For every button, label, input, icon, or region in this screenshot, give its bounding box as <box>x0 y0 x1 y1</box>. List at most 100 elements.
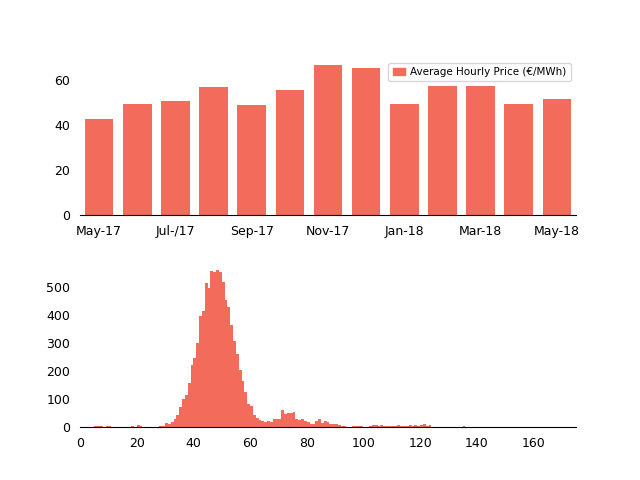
Bar <box>227 307 230 427</box>
Bar <box>352 426 355 427</box>
Bar <box>199 87 228 215</box>
Bar <box>108 426 111 427</box>
Bar <box>256 419 259 427</box>
Bar <box>237 105 266 215</box>
Bar <box>276 90 304 215</box>
Bar <box>259 420 261 427</box>
Bar <box>412 425 415 427</box>
Bar <box>230 325 233 427</box>
Bar <box>182 399 185 427</box>
Bar <box>196 343 199 427</box>
Bar <box>389 425 392 427</box>
Bar <box>330 424 332 427</box>
Bar <box>267 421 270 427</box>
Bar <box>168 423 171 427</box>
Bar <box>420 425 423 427</box>
Bar <box>207 288 211 427</box>
Bar <box>290 413 292 427</box>
Bar <box>171 422 173 427</box>
Bar <box>426 426 429 427</box>
Bar <box>321 423 324 427</box>
Bar <box>233 341 236 427</box>
Bar <box>326 422 330 427</box>
Bar <box>504 104 533 215</box>
Bar <box>324 421 326 427</box>
Bar <box>335 424 338 427</box>
Bar <box>397 425 400 427</box>
Bar <box>467 86 495 215</box>
Bar <box>241 381 244 427</box>
Bar <box>543 99 572 215</box>
Bar <box>287 413 290 427</box>
Bar <box>380 425 383 427</box>
Bar <box>179 407 182 427</box>
Bar <box>236 354 239 427</box>
Bar <box>239 370 241 427</box>
Bar <box>213 273 216 427</box>
Bar <box>244 392 247 427</box>
Bar <box>298 420 301 427</box>
Bar <box>417 426 420 427</box>
Bar <box>406 426 409 427</box>
Bar <box>250 407 253 427</box>
Bar <box>409 425 412 427</box>
Bar <box>253 415 256 427</box>
Bar <box>386 426 389 427</box>
Bar <box>390 104 419 215</box>
Bar <box>159 426 162 427</box>
Bar <box>173 419 177 427</box>
Bar <box>372 425 375 427</box>
Bar <box>161 101 189 215</box>
Bar <box>278 419 281 427</box>
Bar <box>392 426 395 427</box>
Bar <box>301 420 304 427</box>
Bar <box>352 68 380 215</box>
Bar <box>395 425 397 427</box>
Bar <box>429 425 431 427</box>
Bar <box>177 415 179 427</box>
Bar <box>123 104 152 215</box>
Bar <box>94 426 97 427</box>
Bar <box>247 404 250 427</box>
Bar <box>378 426 380 427</box>
Bar <box>292 412 296 427</box>
Bar <box>205 283 207 427</box>
Bar <box>193 358 196 427</box>
Bar <box>137 425 140 427</box>
Bar <box>304 421 307 427</box>
Bar <box>360 426 364 427</box>
Bar <box>332 424 335 427</box>
Bar <box>199 316 202 427</box>
Bar <box>188 383 191 427</box>
Bar <box>310 424 312 427</box>
Bar <box>273 419 276 427</box>
Bar <box>106 426 108 427</box>
Bar <box>261 421 264 427</box>
Bar <box>318 419 321 427</box>
Bar <box>185 395 188 427</box>
Bar <box>423 424 426 427</box>
Bar <box>358 426 360 427</box>
Bar <box>369 425 372 427</box>
Bar <box>219 273 221 427</box>
Bar <box>375 425 378 427</box>
Bar <box>307 421 310 427</box>
Bar <box>264 422 267 427</box>
Bar <box>100 426 102 427</box>
Bar <box>340 426 344 427</box>
Legend: Average Hourly Price (€/MWh): Average Hourly Price (€/MWh) <box>388 63 571 81</box>
Bar <box>225 300 227 427</box>
Bar <box>162 426 165 427</box>
Bar <box>202 311 205 427</box>
Bar <box>284 414 287 427</box>
Bar <box>383 426 386 427</box>
Bar <box>338 425 340 427</box>
Bar <box>131 425 134 427</box>
Bar <box>211 271 213 427</box>
Bar <box>165 423 168 427</box>
Bar <box>463 426 465 427</box>
Bar <box>415 425 417 427</box>
Bar <box>428 86 457 215</box>
Bar <box>316 421 318 427</box>
Bar <box>296 419 298 427</box>
